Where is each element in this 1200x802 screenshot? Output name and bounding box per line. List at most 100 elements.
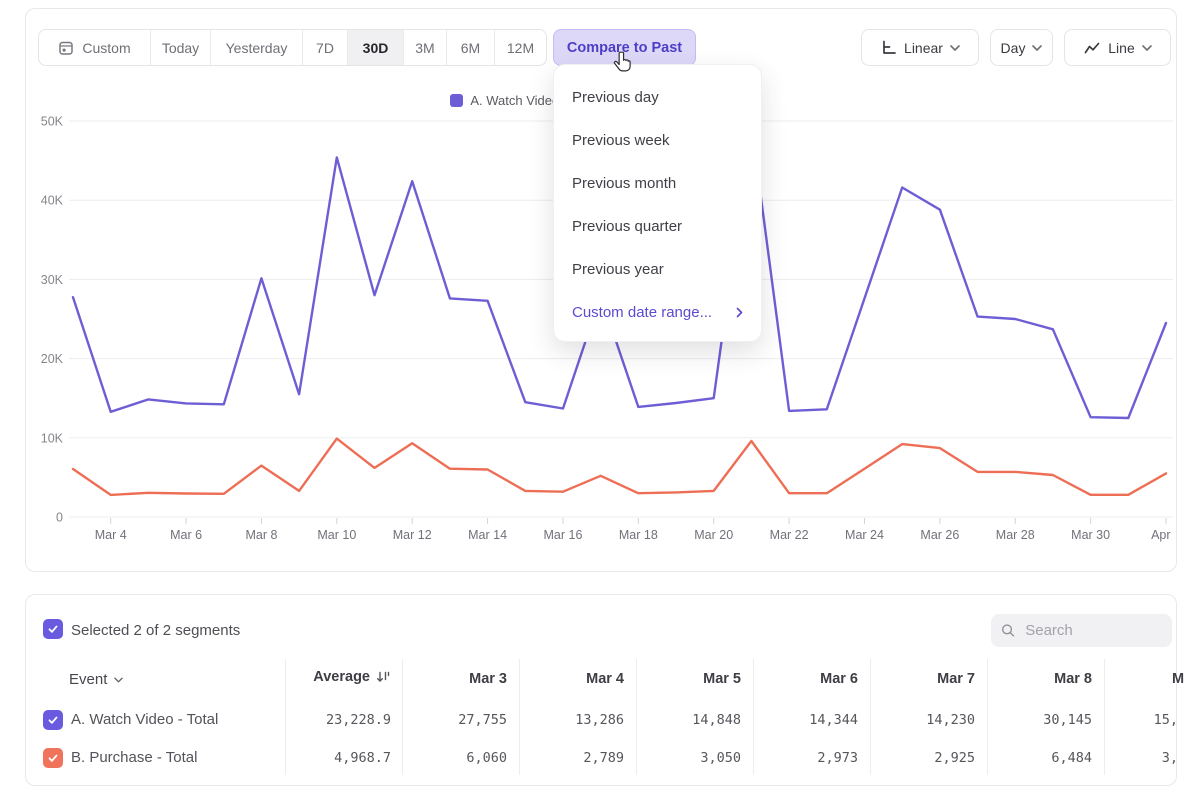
axis-scale-icon xyxy=(880,39,897,56)
y-axis-label: 30K xyxy=(41,273,64,287)
x-axis-label: Mar 22 xyxy=(770,528,809,542)
cell-value: 3,050 xyxy=(631,750,741,766)
date-range-group: Custom Today Yesterday 7D 30D 3M 6M 12M xyxy=(38,29,547,66)
x-axis-label: Mar 10 xyxy=(317,528,356,542)
row-checkbox[interactable] xyxy=(43,710,63,730)
event-column-header[interactable]: Event xyxy=(69,671,123,688)
compare-to-past-button[interactable]: Compare to Past xyxy=(553,29,696,66)
cell-value: 30,145 xyxy=(982,712,1092,728)
menu-item-previous-month[interactable]: Previous month xyxy=(554,162,761,205)
cell-value: 13,286 xyxy=(514,712,624,728)
date-column-header: Mar 7 xyxy=(885,671,975,687)
average-value: 23,228.9 xyxy=(271,712,391,728)
cell-value: 2,925 xyxy=(865,750,975,766)
x-axis-label: Mar 14 xyxy=(468,528,507,542)
average-header-label: Average xyxy=(313,669,370,685)
date-column-header: Mar 8 xyxy=(1002,671,1092,687)
row-label[interactable]: A. Watch Video - Total xyxy=(71,711,218,728)
y-axis-label: 10K xyxy=(41,431,64,445)
cell-value: 14,848 xyxy=(631,712,741,728)
select-all-checkbox[interactable] xyxy=(43,619,63,639)
x-axis-label: Mar 20 xyxy=(694,528,733,542)
menu-item-previous-day[interactable]: Previous day xyxy=(554,76,761,119)
x-axis-label: Mar 26 xyxy=(920,528,959,542)
compare-to-past-menu: Previous dayPrevious weekPrevious monthP… xyxy=(553,64,762,342)
y-axis-label: 50K xyxy=(41,115,64,129)
analytics-dashboard: Custom Today Yesterday 7D 30D 3M 6M 12M Compare… xyxy=(0,0,1200,802)
range-custom[interactable]: Custom xyxy=(39,30,150,65)
granularity-button[interactable]: Day xyxy=(990,29,1053,66)
cell-value: 6,060 xyxy=(397,750,507,766)
view-control-label: Linear xyxy=(904,40,943,56)
chevron-down-icon xyxy=(950,45,960,51)
x-axis-label: Apr 1 xyxy=(1151,528,1175,542)
range-yesterday[interactable]: Yesterday xyxy=(210,30,302,65)
chevron-right-icon xyxy=(736,307,743,318)
event-header-label: Event xyxy=(69,671,107,688)
chevron-down-icon xyxy=(114,677,123,683)
search-icon xyxy=(1001,622,1015,639)
date-column-header-clipped: M xyxy=(1172,671,1200,687)
average-value: 4,968.7 xyxy=(271,750,391,766)
range-3m[interactable]: 3M xyxy=(403,30,446,65)
column-divider xyxy=(1104,659,1105,775)
range-12m[interactable]: 12M xyxy=(494,30,546,65)
date-column-header: Mar 5 xyxy=(651,671,741,687)
date-column-header: Mar 3 xyxy=(417,671,507,687)
check-icon xyxy=(46,622,60,636)
search-input[interactable] xyxy=(1023,621,1162,640)
chart-type-button[interactable]: Line xyxy=(1064,29,1171,66)
range-label: 3M xyxy=(415,40,434,56)
chevron-down-icon xyxy=(1032,45,1042,51)
search-box xyxy=(991,614,1172,647)
row-label[interactable]: B. Purchase - Total xyxy=(71,749,197,766)
menu-item-previous-week[interactable]: Previous week xyxy=(554,119,761,162)
selected-count-label: Selected 2 of 2 segments xyxy=(71,622,240,639)
menu-item-label: Custom date range... xyxy=(572,304,712,321)
x-axis-label: Mar 16 xyxy=(544,528,583,542)
range-7d[interactable]: 7D xyxy=(302,30,347,65)
line-chart-icon xyxy=(1083,40,1101,56)
row-checkbox[interactable] xyxy=(43,748,63,768)
cell-value: 14,230 xyxy=(865,712,975,728)
y-axis-label: 40K xyxy=(41,194,64,208)
x-axis-label: Mar 8 xyxy=(245,528,277,542)
range-today[interactable]: Today xyxy=(150,30,210,65)
legend-swatch xyxy=(450,94,463,107)
x-axis-label: Mar 30 xyxy=(1071,528,1110,542)
average-column-header[interactable]: Average xyxy=(251,669,391,685)
range-label: 30D xyxy=(363,40,389,56)
check-icon xyxy=(46,713,60,727)
range-label: 7D xyxy=(316,40,334,56)
series-line-purchase[interactable] xyxy=(73,439,1166,495)
sort-descending-icon[interactable] xyxy=(376,670,391,684)
menu-item-previous-year[interactable]: Previous year xyxy=(554,248,761,291)
range-30d[interactable]: 30D xyxy=(347,30,403,65)
y-axis-label: 0 xyxy=(56,511,63,525)
view-control-label: Day xyxy=(1001,40,1026,56)
menu-item-custom-date-range[interactable]: Custom date range... xyxy=(554,291,761,334)
x-axis-label: Mar 12 xyxy=(393,528,432,542)
cell-value: 2,973 xyxy=(748,750,858,766)
x-axis-label: Mar 18 xyxy=(619,528,658,542)
chevron-down-icon xyxy=(1142,45,1152,51)
range-label: 12M xyxy=(507,40,534,56)
segments-card: Selected 2 of 2 segments Event Average Mar… xyxy=(25,594,1177,786)
view-controls: Linear Day Line xyxy=(861,29,1171,66)
cell-value: 14,344 xyxy=(748,712,858,728)
y-axis-label: 20K xyxy=(41,352,64,366)
range-label: 6M xyxy=(461,40,480,56)
menu-item-previous-quarter[interactable]: Previous quarter xyxy=(554,205,761,248)
y-axis-scale-button[interactable]: Linear xyxy=(861,29,979,66)
x-axis-label: Mar 4 xyxy=(95,528,127,542)
date-column-header: Mar 4 xyxy=(534,671,624,687)
range-6m[interactable]: 6M xyxy=(446,30,494,65)
range-label: Today xyxy=(162,40,199,56)
cell-value: 6,484 xyxy=(982,750,1092,766)
x-axis-label: Mar 24 xyxy=(845,528,884,542)
cell-value: 15, xyxy=(1118,712,1178,728)
range-label: Custom xyxy=(82,40,130,56)
view-control-label: Line xyxy=(1108,40,1134,56)
x-axis-label: Mar 6 xyxy=(170,528,202,542)
calendar-icon xyxy=(58,40,74,56)
